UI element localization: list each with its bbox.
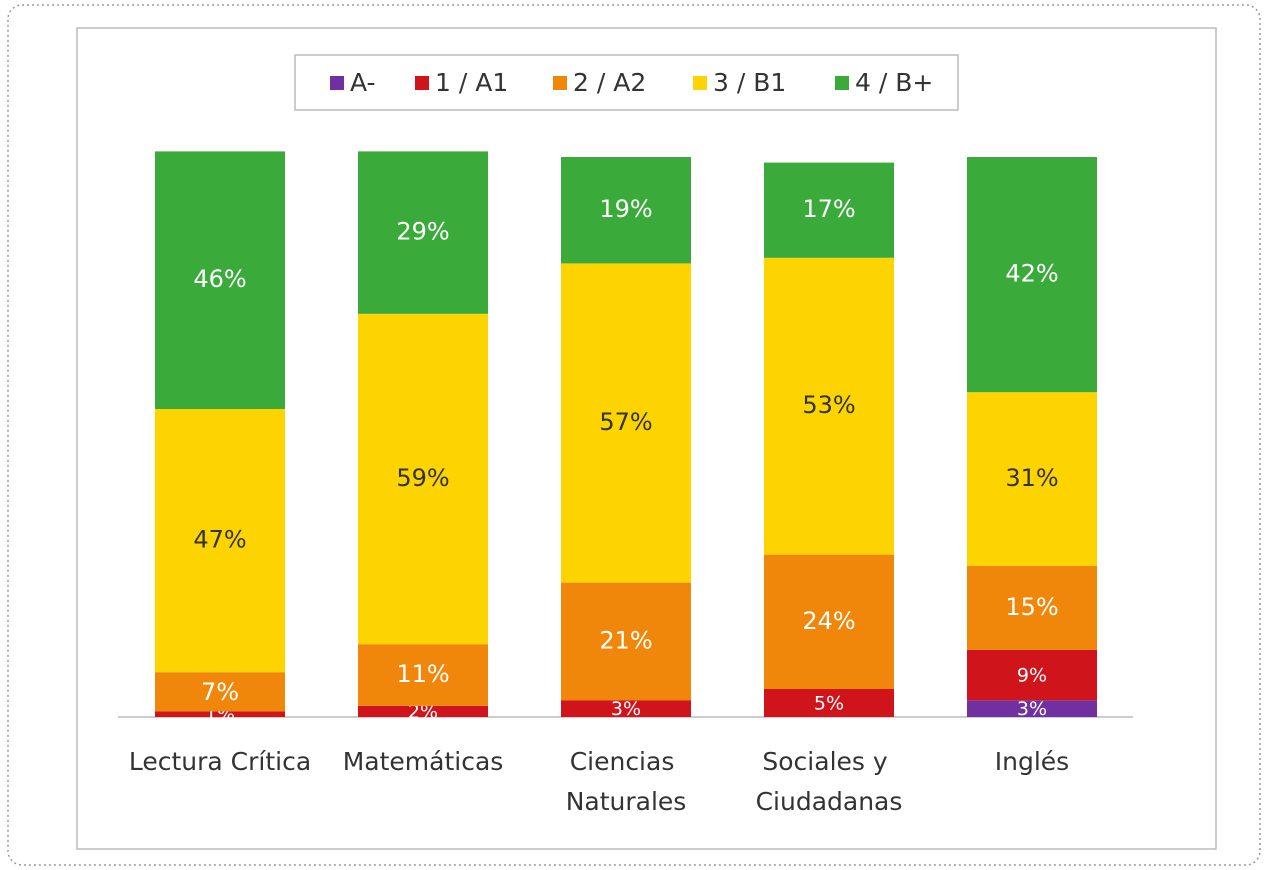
legend-label: 4 / B+ [855,68,933,97]
legend-label: 1 / A1 [435,68,508,97]
data-label: 59% [396,464,449,492]
data-label: 2% [408,701,438,723]
bar-segment [967,649,1097,701]
data-label: 17% [802,195,855,223]
legend-label: A- [350,68,376,97]
data-label: 15% [1005,593,1058,621]
data-label: 57% [599,408,652,436]
bar-segment [155,151,285,409]
bar-segment [561,700,691,717]
x-tick-line: Naturales [566,787,687,816]
x-tick-line: Ciudadanas [756,787,903,816]
data-label: 3% [1017,698,1047,720]
bar-segment [764,689,894,717]
bar-segment [358,705,488,717]
data-label: 53% [802,391,855,419]
bar-segment [764,257,894,555]
bar-segment [155,711,285,717]
bar-segment [155,409,285,673]
bar-segment [967,392,1097,566]
bar-segment [967,565,1097,650]
data-label: 24% [802,607,855,635]
data-label: 47% [193,526,246,554]
bar-segment [155,672,285,712]
data-label: 46% [193,265,246,293]
bar-segment [561,157,691,264]
x-tick-line: Ciencias [570,747,683,776]
x-tick-line: Sociales y [762,747,895,776]
legend-swatch [553,76,567,90]
data-label: 5% [814,693,844,715]
bar-segment [358,313,488,645]
x-tick-label: Lectura Crítica [129,747,311,776]
data-label: 31% [1005,464,1058,492]
bar-segment [764,554,894,689]
x-tick-label: Sociales y Ciudadanas [756,747,903,816]
legend-swatch [835,76,849,90]
data-label: 11% [396,660,449,688]
bar-segment [561,263,691,583]
x-tick-label: Matemáticas [343,747,504,776]
data-label: 42% [1005,260,1058,288]
data-label: 7% [201,678,239,706]
data-label: 21% [599,626,652,654]
bar-segment [358,644,488,706]
legend-label: 2 / A2 [573,68,646,97]
frame [7,4,1261,866]
bar-segment [967,700,1097,717]
x-tick-label: Inglés [995,747,1069,776]
x-tick-label: Ciencias Naturales [566,747,687,816]
data-label: 19% [599,195,652,223]
legend-label: 3 / B1 [713,68,786,97]
bar-segment [561,582,691,701]
data-label: 9% [1017,665,1047,687]
bar-segment [967,157,1097,393]
data-label: 3% [611,698,641,720]
data-label: 29% [396,218,449,246]
bar-segment [358,151,488,314]
legend-swatch [415,76,429,90]
bar-segment [764,162,894,258]
legend-swatch [330,76,344,90]
legend-swatch [693,76,707,90]
